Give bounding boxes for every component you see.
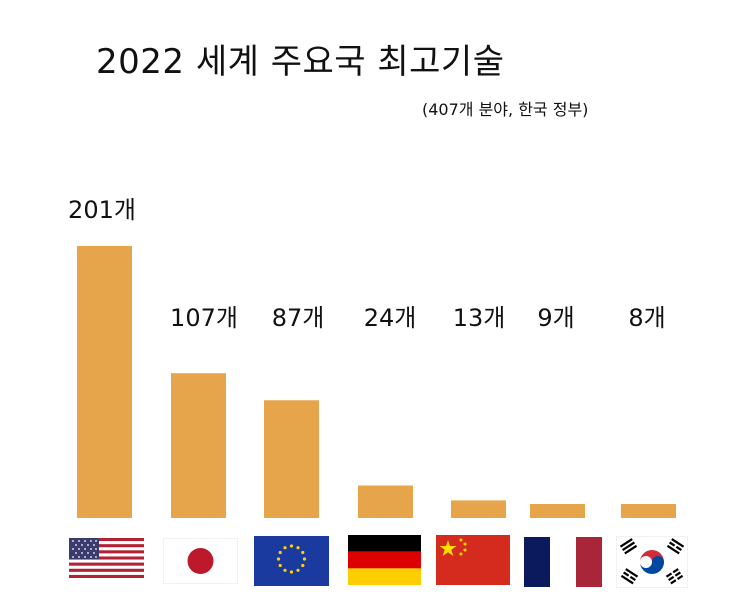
bar-japan [171, 373, 226, 518]
chart-title: 2022 세계 주요국 최고기술 [96, 42, 505, 82]
bar-france [530, 504, 585, 518]
bar-us [77, 246, 132, 518]
data-label-eu: 87개 [272, 304, 325, 332]
data-label-us: 201개 [68, 196, 136, 224]
bar-germany [358, 485, 413, 518]
bar-korea [621, 504, 676, 518]
data-label-korea: 8개 [628, 304, 665, 332]
data-label-japan: 107개 [170, 304, 238, 332]
data-label-germany: 24개 [364, 304, 417, 332]
chart-subtitle: (407개 분야, 한국 정부) [422, 100, 589, 119]
bar-eu [264, 400, 319, 518]
bar-china [451, 500, 506, 518]
data-label-france: 9개 [537, 304, 574, 332]
data-label-china: 13개 [453, 304, 506, 332]
